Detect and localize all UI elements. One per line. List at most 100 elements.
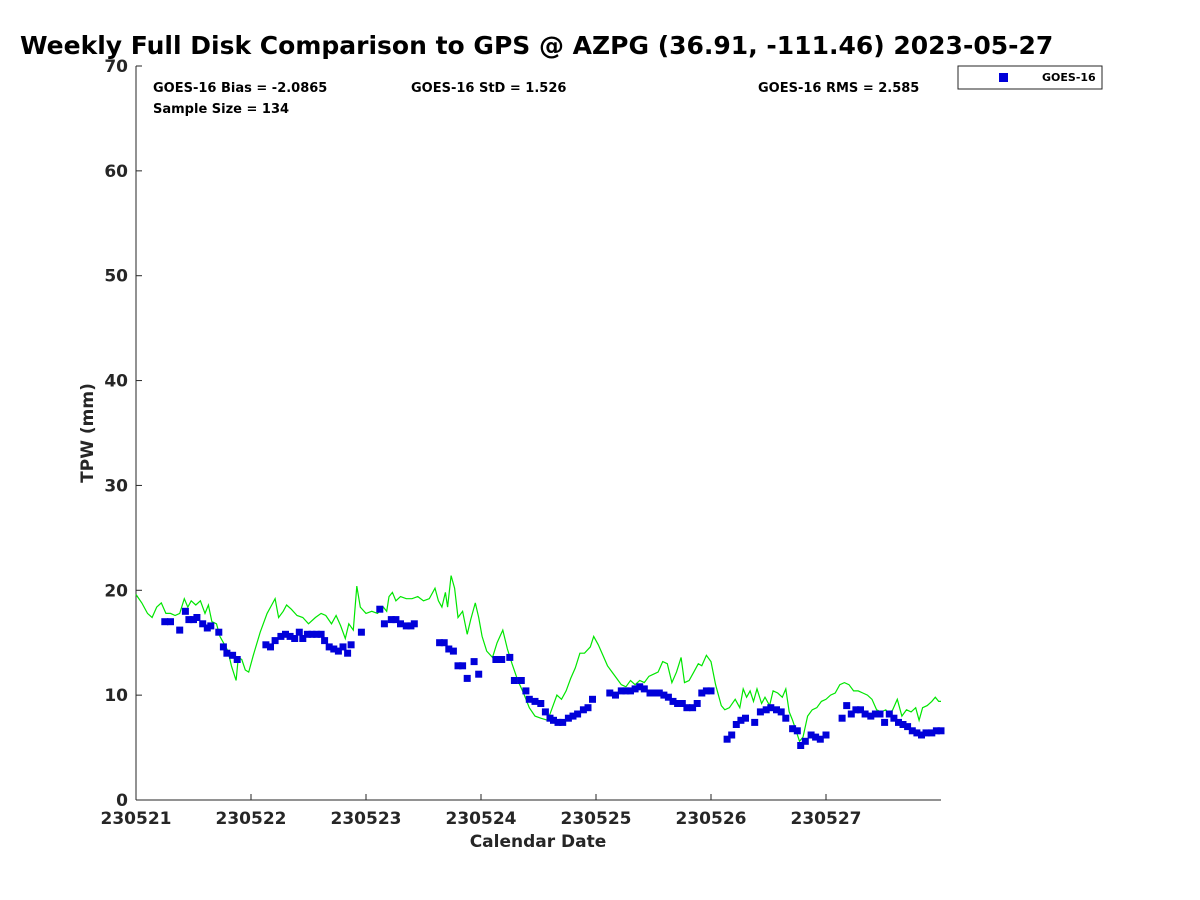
x-tick-label: 230524 — [446, 809, 517, 829]
goes16-point — [410, 620, 418, 628]
goes16-point — [660, 691, 668, 699]
goes16-point — [233, 656, 241, 663]
goes16-point — [517, 677, 525, 684]
goes16-point — [344, 649, 352, 657]
goes16-point — [881, 718, 889, 726]
goes16-point — [646, 689, 654, 697]
y-tick-label: 10 — [104, 686, 128, 706]
legend-marker-goes16 — [999, 73, 1008, 82]
goes16-point — [199, 620, 207, 628]
goes16-point — [219, 643, 227, 651]
goes16-point — [286, 632, 294, 640]
goes16-point — [885, 710, 893, 718]
goes16-point — [723, 735, 731, 743]
goes16-point — [454, 662, 462, 670]
goes16-point — [339, 643, 347, 651]
goes16-point — [895, 718, 902, 726]
goes16-point — [392, 616, 400, 624]
goes16-point — [867, 712, 875, 720]
goes16-point — [321, 637, 329, 645]
goes16-point — [531, 697, 539, 705]
goes16-point — [693, 700, 701, 707]
goes16-point — [541, 708, 549, 716]
legend: GOES-16 — [957, 65, 1103, 90]
goes16-point — [683, 704, 691, 712]
plot-area — [136, 66, 941, 800]
goes16-point — [564, 714, 572, 722]
goes16-point — [325, 643, 333, 651]
goes16-point — [579, 706, 587, 714]
goes16-point — [193, 614, 201, 621]
goes16-point — [357, 628, 365, 636]
gps-series — [135, 575, 941, 743]
goes16-point — [271, 637, 279, 645]
goes16-point — [937, 727, 945, 735]
goes16-point — [498, 656, 506, 663]
goes16-point — [574, 710, 582, 718]
y-tick-label: 50 — [104, 267, 128, 287]
goes16-point — [308, 630, 316, 638]
legend-box — [957, 65, 1103, 90]
goes16-point — [330, 645, 338, 653]
goes16-point — [554, 718, 562, 726]
goes16-point — [317, 630, 325, 638]
goes16-point — [838, 714, 846, 722]
goes16-point — [207, 622, 215, 630]
goes16-point — [742, 714, 749, 722]
x-tick-label: 230526 — [676, 809, 747, 829]
sample-size-stat: Sample Size = 134 — [153, 102, 289, 117]
goes16-point — [506, 653, 514, 661]
goes16-point — [737, 716, 745, 724]
goes16-point — [847, 710, 855, 718]
goes16-point — [295, 628, 303, 636]
goes16-point — [229, 651, 237, 659]
y-axis-ticks: 0 10 20 30 40 50 60 70 — [104, 57, 142, 811]
goes16-point — [928, 729, 936, 737]
goes16-point — [631, 685, 639, 693]
goes16-point — [185, 616, 193, 624]
goes16-point — [812, 733, 820, 741]
goes16-point — [801, 737, 809, 745]
goes16-point — [347, 641, 355, 649]
goes16-point — [728, 731, 736, 739]
goes16-point — [215, 628, 223, 636]
goes16-point — [510, 677, 518, 684]
goes16-point — [463, 674, 471, 682]
goes16-point — [857, 706, 864, 714]
goes16-point — [762, 706, 770, 714]
goes16-point — [522, 687, 530, 695]
goes16-point — [470, 658, 478, 666]
goes16-point — [707, 687, 715, 695]
y-axis-label: TPW (mm) — [78, 383, 98, 483]
goes16-point — [678, 700, 686, 707]
goes16-point — [922, 729, 930, 737]
std-stat: GOES-16 StD = 1.526 — [411, 81, 566, 96]
goes16-point — [689, 704, 697, 712]
x-tick-label: 230521 — [101, 809, 172, 829]
goes16-point — [387, 616, 395, 624]
x-tick-label: 230527 — [791, 809, 862, 829]
bias-stat: GOES-16 Bias = -2.0865 — [153, 81, 327, 96]
goes16-point — [627, 687, 634, 695]
goes16-point — [651, 689, 659, 697]
goes16-point — [569, 712, 577, 720]
goes16-point — [843, 702, 851, 710]
goes16-point — [299, 635, 307, 642]
goes16-point — [767, 704, 775, 712]
y-tick-label: 40 — [104, 372, 128, 392]
y-tick-label: 20 — [104, 581, 128, 601]
goes16-point — [223, 649, 231, 657]
goes16-point — [440, 639, 448, 647]
x-tick-label: 230525 — [561, 809, 632, 829]
goes16-series — [161, 605, 945, 749]
goes16-point — [890, 714, 898, 722]
goes16-point — [904, 723, 912, 731]
rms-stat: GOES-16 RMS = 2.585 — [758, 81, 919, 96]
goes16-point — [313, 630, 321, 638]
goes16-point — [899, 721, 907, 728]
goes16-point — [267, 643, 274, 651]
goes16-point — [655, 689, 663, 697]
goes16-point — [167, 618, 174, 626]
x-axis-label: Calendar Date — [470, 832, 607, 852]
